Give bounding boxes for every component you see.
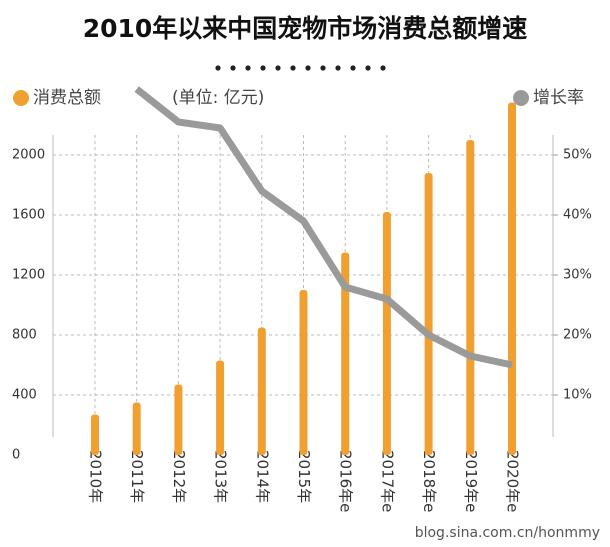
x-tick-label: 2020年e bbox=[504, 450, 522, 512]
x-tick-label: 2013年 bbox=[212, 450, 230, 503]
y2-tick-label: 30% bbox=[563, 268, 592, 283]
x-tick-label: 2016年e bbox=[337, 450, 355, 512]
bar bbox=[299, 290, 308, 455]
legend-label: 增长率 bbox=[533, 88, 584, 108]
x-tick-label: 2011年 bbox=[128, 450, 146, 503]
y-tick-label: 800 bbox=[12, 328, 37, 343]
x-tick-label: 2010年 bbox=[87, 450, 105, 503]
bar bbox=[382, 212, 391, 455]
x-tick-label: 2019年e bbox=[462, 450, 480, 512]
bar bbox=[424, 173, 433, 455]
bar bbox=[508, 102, 516, 455]
y-tick-label: 0 bbox=[12, 448, 20, 463]
growth-line bbox=[134, 86, 513, 369]
title-dots bbox=[215, 65, 386, 71]
bar bbox=[216, 360, 225, 455]
x-tick-label: 2012年 bbox=[170, 450, 188, 503]
legend-label: 消费总额 bbox=[33, 88, 101, 108]
y-tick-label: 2000 bbox=[12, 148, 45, 163]
x-tick-label: 2014年 bbox=[253, 450, 271, 503]
x-tick-label: 2018年e bbox=[420, 450, 438, 512]
unit-label: (单位: 亿元) bbox=[172, 88, 264, 108]
watermark: blog.sina.com.cn/honmmy bbox=[415, 525, 600, 541]
bar bbox=[341, 252, 350, 455]
y-tick-label: 1600 bbox=[12, 208, 45, 223]
x-tick-label: 2017年e bbox=[378, 450, 396, 512]
x-tick-label: 2015年 bbox=[295, 450, 313, 503]
bar bbox=[466, 140, 475, 455]
bar bbox=[174, 384, 183, 455]
y2-tick-label: 40% bbox=[563, 208, 592, 223]
legend-swatch bbox=[513, 90, 529, 106]
y2-tick-label: 10% bbox=[563, 388, 592, 403]
y-tick-label: 1200 bbox=[12, 268, 45, 283]
bar bbox=[91, 414, 99, 455]
bar bbox=[132, 402, 141, 455]
chart-title: 2010年以来中国宠物市场消费总额增速 bbox=[83, 14, 528, 43]
y-tick-label: 400 bbox=[12, 388, 37, 403]
bar bbox=[257, 327, 266, 455]
y2-tick-label: 20% bbox=[563, 328, 592, 343]
legend-swatch bbox=[13, 90, 29, 106]
y2-tick-label: 50% bbox=[563, 148, 592, 163]
